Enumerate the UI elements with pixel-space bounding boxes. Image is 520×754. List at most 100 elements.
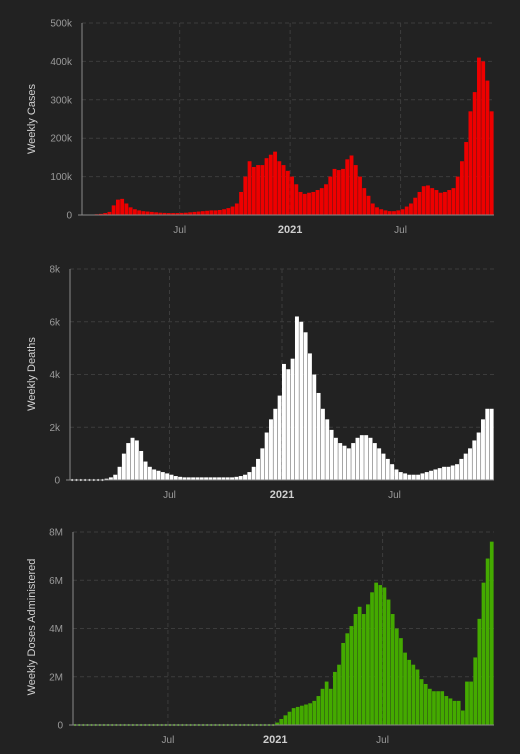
weekly-cases-bar (285, 170, 290, 215)
weekly-deaths-bar (143, 461, 148, 480)
weekly-cases-bar (345, 159, 350, 215)
weekly-deaths-bar (199, 477, 204, 480)
weekly-cases-bar (302, 193, 307, 215)
weekly-cases-bar (481, 61, 486, 216)
weekly-deaths-bar (178, 476, 183, 480)
weekly-doses-bar (432, 691, 436, 725)
weekly-doses-bar (291, 708, 296, 725)
weekly-cases-bar (426, 185, 430, 215)
weekly-deaths-bar (455, 464, 459, 480)
weekly-doses-bar (411, 664, 416, 725)
weekly-doses-x-tick-label: Jul (162, 735, 175, 746)
weekly-deaths-bar (385, 458, 390, 480)
weekly-cases-bar (166, 213, 171, 215)
weekly-cases-bar (137, 210, 142, 215)
weekly-cases-bar (273, 151, 277, 215)
weekly-deaths-bar (247, 472, 252, 480)
weekly-cases-bar (111, 205, 116, 215)
weekly-deaths-bar (264, 432, 269, 480)
weekly-deaths-bar (121, 453, 126, 480)
weekly-deaths-bar (147, 466, 152, 480)
weekly-cases-bar (332, 168, 337, 215)
weekly-doses-bar (333, 671, 337, 725)
weekly-doses-bar (328, 688, 333, 725)
weekly-deaths-bar (234, 476, 239, 480)
weekly-deaths-bar (450, 465, 455, 480)
weekly-deaths-bar (238, 476, 243, 480)
weekly-cases-bar (149, 211, 154, 215)
weekly-cases-bar (341, 168, 345, 215)
weekly-deaths-bar (377, 448, 382, 480)
weekly-cases-bar (400, 209, 405, 215)
weekly-deaths-bar (130, 437, 135, 480)
weekly-deaths-bar (212, 477, 217, 480)
weekly-doses-bar (337, 664, 341, 725)
weekly-deaths-y-tick-label: 4k (49, 370, 61, 381)
weekly-deaths-x-tick-label: 2021 (270, 489, 294, 501)
weekly-cases-bar (213, 210, 218, 215)
weekly-doses-bar (357, 606, 362, 725)
weekly-deaths-bar (489, 408, 494, 480)
weekly-doses-bar (444, 696, 449, 725)
weekly-deaths-bar (459, 458, 464, 480)
weekly-doses-bar (390, 614, 395, 725)
weekly-cases-bar (404, 206, 409, 215)
weekly-doses-bar (287, 711, 292, 725)
weekly-cases-bar (230, 206, 235, 215)
weekly-deaths-bar (320, 408, 325, 480)
weekly-doses-bar (419, 679, 424, 725)
weekly-cases-bar (154, 212, 159, 215)
weekly-cases-bar (379, 209, 384, 215)
weekly-cases-bar (264, 158, 269, 215)
weekly-deaths-bar (152, 469, 157, 480)
weekly-doses-y-tick-label: 2M (49, 672, 63, 683)
weekly-doses-bar (295, 706, 300, 725)
weekly-cases-bar (460, 161, 464, 215)
weekly-deaths-bar (251, 466, 256, 480)
weekly-doses-bar (465, 681, 469, 725)
weekly-cases-bar (132, 209, 137, 215)
weekly-doses-bar (345, 633, 350, 725)
weekly-doses-bar (275, 722, 279, 725)
weekly-doses-bar (427, 688, 432, 725)
weekly-cases-bar (387, 211, 392, 215)
weekly-cases-y-tick-label: 100k (50, 172, 73, 183)
weekly-doses-bar (370, 592, 374, 725)
weekly-cases-bar (158, 212, 163, 215)
weekly-cases-bar (294, 184, 299, 215)
weekly-deaths-bar (429, 470, 434, 480)
weekly-deaths-bar (476, 432, 481, 480)
weekly-deaths-bar (463, 453, 468, 480)
weekly-cases-bar (336, 170, 341, 215)
weekly-deaths-bar (420, 473, 425, 480)
weekly-deaths-bar (165, 473, 170, 480)
weekly-deaths-bar (273, 408, 278, 480)
weekly-doses-bar (469, 681, 473, 725)
weekly-cases-bar (392, 211, 396, 215)
weekly-cases-bar (277, 161, 282, 215)
weekly-cases-y-tick-label: 0 (66, 211, 72, 222)
weekly-deaths-x-tick-label: Jul (388, 490, 401, 501)
weekly-doses-bar (316, 696, 321, 725)
weekly-deaths-chart: Weekly Deaths 0 2k 4k 6k 8k Jul 2021 Jul (26, 265, 494, 501)
weekly-cases-bar (247, 161, 252, 215)
weekly-deaths-bar (468, 448, 472, 480)
weekly-deaths-bar (269, 419, 273, 480)
weekly-cases-bar (447, 190, 452, 215)
weekly-cases-bar (175, 213, 180, 215)
weekly-cases-bar (353, 165, 358, 215)
weekly-doses-bar (436, 691, 440, 725)
weekly-deaths-y-tick-label: 2k (49, 423, 61, 434)
weekly-cases-bar (489, 111, 494, 215)
weekly-cases-bar (268, 154, 273, 215)
weekly-cases-bar (362, 188, 367, 215)
weekly-cases-bar (260, 165, 265, 215)
weekly-doses-bar (361, 614, 366, 725)
weekly-doses-bar (394, 628, 399, 725)
weekly-doses-y-tick-label: 4M (49, 624, 63, 635)
weekly-doses-bar (452, 700, 457, 725)
weekly-cases-x-tick-label: 2021 (278, 224, 302, 236)
weekly-doses-bar (324, 681, 329, 725)
weekly-deaths-bar (446, 466, 451, 480)
